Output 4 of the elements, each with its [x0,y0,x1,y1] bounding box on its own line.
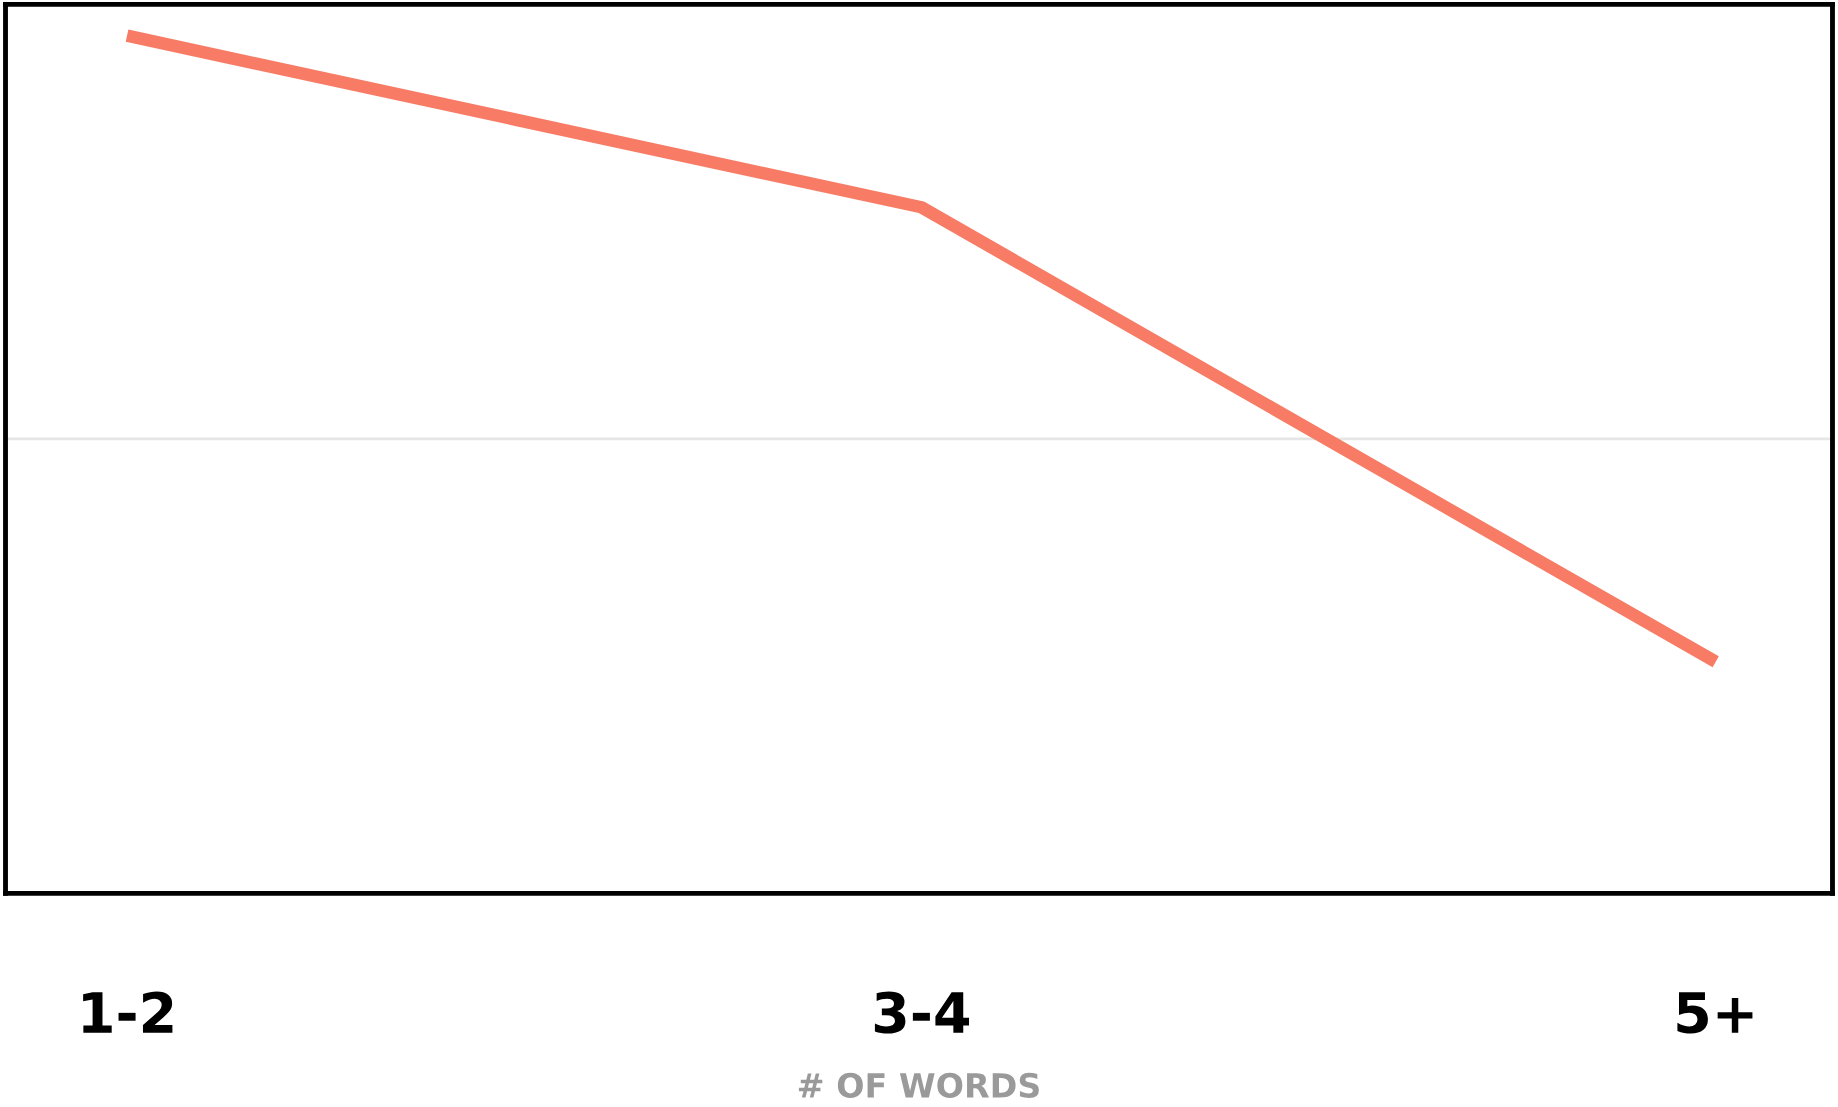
x-axis-title: # OF WORDS [798,1072,1039,1098]
x-tick-label: 1-2 [83,991,173,1033]
x-tick-label: 3-4 [874,991,970,1034]
x-tick-label: 5+ [1677,992,1753,1034]
